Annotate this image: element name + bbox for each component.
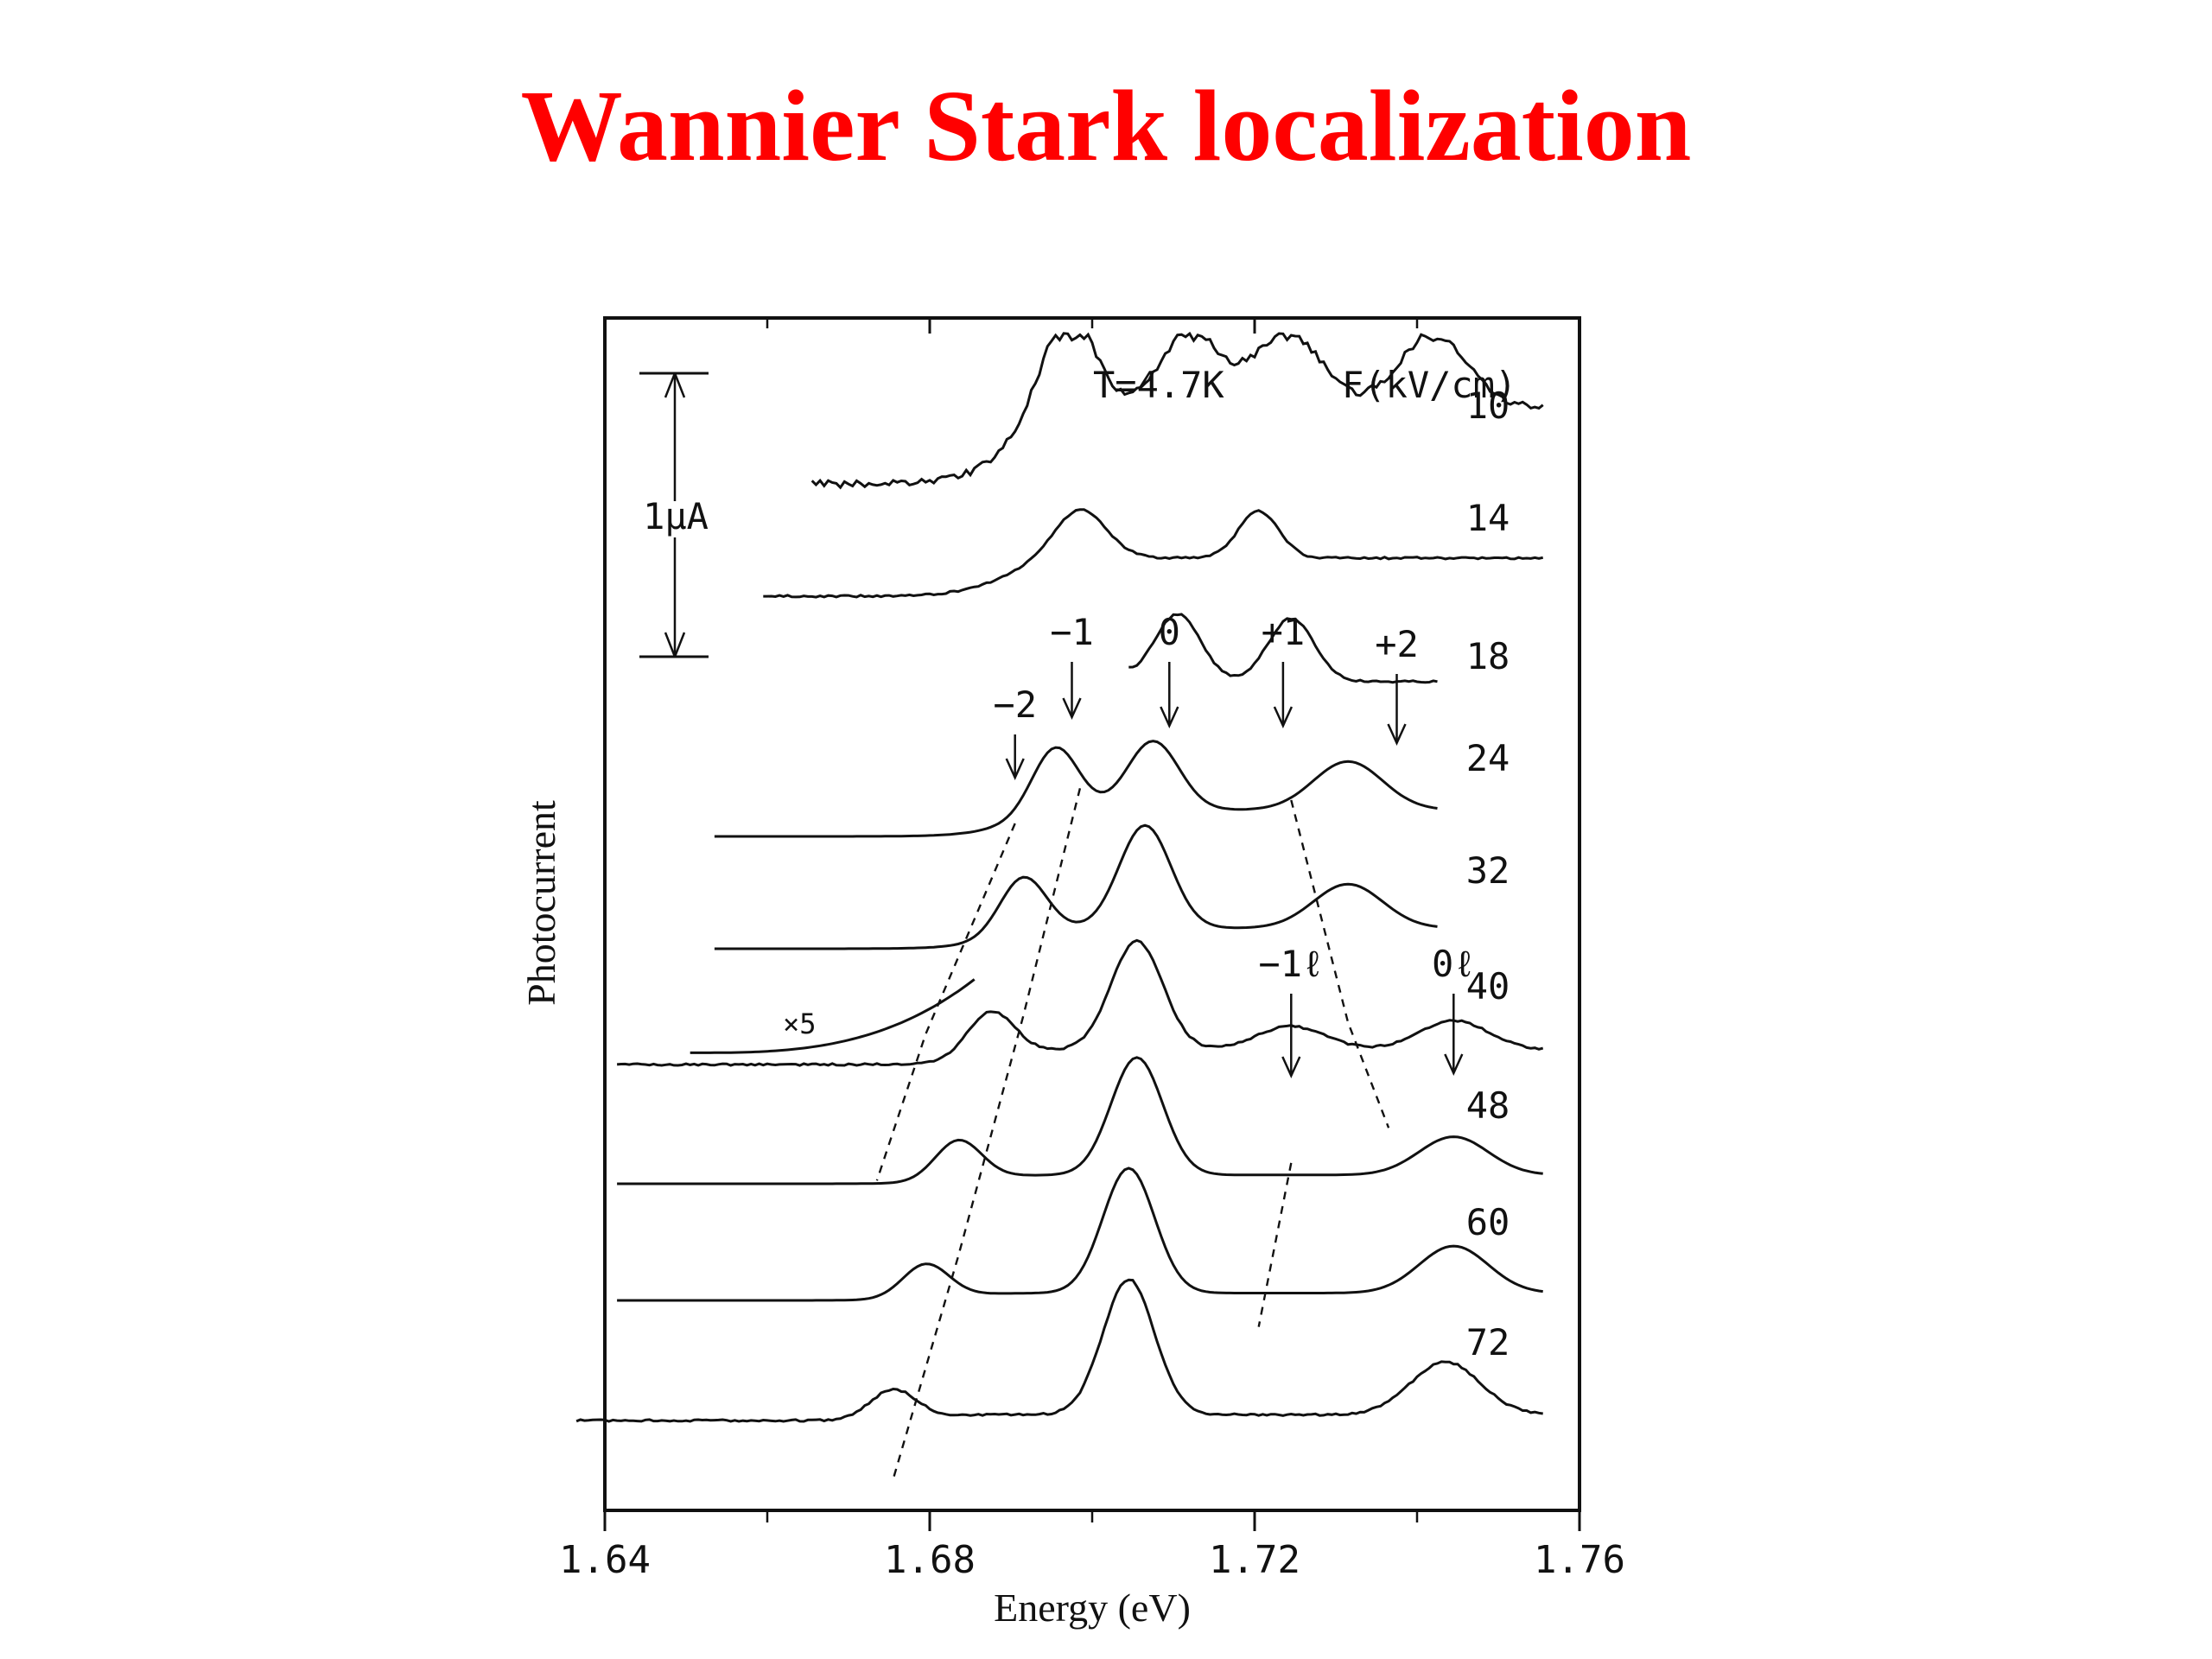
arrow-head-icon [1062, 697, 1082, 721]
scale-bar: 1μA [639, 372, 709, 658]
field-label: 32 [1466, 849, 1510, 892]
x-axis-ticks [603, 318, 1581, 1531]
dashed-guides [875, 788, 1390, 1480]
transition-label: +1 [1262, 611, 1306, 653]
spectrum-18 [1128, 613, 1438, 684]
magnification-label: ×5 [783, 1007, 817, 1040]
x-tick-label: 1.68 [884, 1538, 976, 1582]
field-label: 18 [1466, 635, 1510, 677]
magnified-spectrum [690, 978, 976, 1054]
spectrum-14 [763, 508, 1544, 599]
arrow-head-icon [1005, 758, 1025, 781]
field-label: 48 [1466, 1084, 1510, 1127]
x-tick-label: 1.76 [1534, 1538, 1625, 1582]
field-label: 10 [1466, 385, 1510, 427]
scale-bar-label: 1μA [643, 495, 709, 537]
dashed-guide [875, 823, 1016, 1181]
spectrum-32 [714, 823, 1438, 950]
field-label: 24 [1466, 737, 1510, 779]
field-labels: 10 14 18 24 32 40 48 60 72 [1466, 385, 1510, 1363]
transition-label: −1 [1050, 611, 1094, 653]
spectrum-40 [616, 938, 1544, 1067]
transition-markers: −2 −1 0 +1 +2 −1ℓ 0ℓ [993, 611, 1476, 1079]
y-axis-title: Photocurrent [519, 800, 563, 1006]
transition-label: 0ℓ [1432, 943, 1476, 985]
transition-marker: +2 [1375, 623, 1419, 747]
arrow-head-icon [1160, 706, 1179, 729]
spectrum-10 [810, 331, 1544, 490]
x-tick-label: 1.64 [559, 1538, 651, 1582]
dashed-guide [1257, 1162, 1293, 1327]
spectrum-24 [714, 740, 1438, 838]
transition-marker: 0 [1159, 611, 1180, 729]
transition-marker: +1 [1262, 611, 1306, 729]
x-axis-tick-labels: 1.64 1.68 1.72 1.76 [559, 1538, 1625, 1582]
x-axis-title: Energy (eV) [994, 1586, 1191, 1630]
spectra [575, 331, 1544, 1423]
dashed-guide [892, 788, 1082, 1480]
transition-marker: −1ℓ [1258, 943, 1324, 1079]
slide-title: Wannier Stark localization [520, 69, 1692, 182]
field-label: 40 [1466, 965, 1510, 1007]
transition-label: −2 [993, 683, 1037, 726]
field-label: 14 [1466, 497, 1510, 539]
arrow-head-icon [1281, 1056, 1301, 1079]
arrow-head-icon [1273, 706, 1294, 729]
arrow-head-icon [1387, 723, 1407, 747]
transition-marker: −1 [1050, 611, 1094, 721]
dashed-guide [1290, 799, 1390, 1128]
transition-marker: −2 [993, 683, 1037, 781]
spectrum-72 [575, 1278, 1543, 1423]
transition-label: −1ℓ [1258, 943, 1324, 985]
arrow-head-icon [1444, 1053, 1464, 1077]
transition-marker: 0ℓ [1432, 943, 1476, 1077]
transition-label: 0 [1159, 611, 1180, 653]
x-tick-label: 1.72 [1209, 1538, 1300, 1582]
field-label: 72 [1466, 1321, 1510, 1363]
spectrum-48 [617, 1056, 1543, 1185]
field-label: 60 [1466, 1201, 1510, 1243]
transition-label: +2 [1375, 623, 1419, 665]
spectrum-60 [617, 1166, 1543, 1302]
temperature-label: T=4.7K [1093, 364, 1224, 406]
